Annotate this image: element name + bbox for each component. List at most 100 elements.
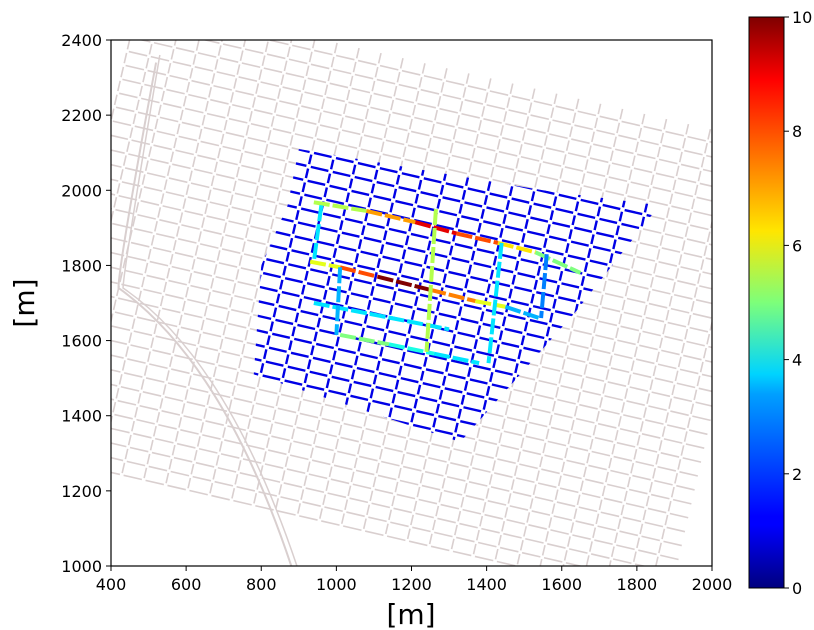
street-segment: [178, 21, 180, 31]
street-segment: [269, 321, 274, 332]
street-segment: [561, 461, 566, 473]
street-segment: [618, 211, 624, 222]
street-segment: [432, 519, 436, 531]
street-segment: [643, 304, 648, 316]
street-segment: [81, 439, 83, 449]
street-segment: [252, 416, 272, 423]
street-segment: [597, 103, 602, 115]
street-segment: [216, 352, 221, 364]
street-segment: [523, 423, 528, 435]
street-segment: [172, 163, 191, 170]
street-segment: [355, 47, 360, 59]
street-segment: [354, 355, 359, 366]
street-segment: [233, 499, 252, 506]
street-segment: [128, 332, 133, 343]
street-segment: [141, 174, 146, 185]
street-segment: [720, 278, 722, 288]
street-segment: [368, 94, 373, 106]
street-segment: [447, 373, 466, 380]
street-segment: [687, 314, 692, 326]
street-segment: [374, 488, 394, 495]
street-segment: [70, 289, 72, 299]
street-segment: [414, 193, 420, 204]
street-segment: [674, 370, 679, 382]
street-segment: [647, 507, 667, 514]
street-segment: [733, 223, 735, 233]
street-segment: [166, 88, 185, 95]
street-segment: [677, 459, 682, 470]
street-segment: [85, 425, 87, 435]
street-segment: [554, 310, 573, 317]
street-segment: [385, 139, 405, 146]
street-segment: [98, 369, 100, 379]
street-segment: [316, 317, 322, 328]
street-segment: [278, 304, 297, 312]
street-segment: [55, 372, 73, 376]
street-segment: [501, 239, 520, 246]
street-segment: [686, 238, 706, 245]
street-segment: [218, 441, 223, 452]
street-segment: [373, 194, 392, 202]
street-segment: [398, 185, 417, 193]
street-segment: [545, 428, 550, 440]
street-segment: [501, 418, 506, 430]
street-segment: [335, 438, 340, 450]
x-tick-label: 400: [96, 575, 127, 594]
street-segment: [424, 470, 444, 477]
street-segment: [674, 473, 679, 484]
street-segment: [294, 312, 300, 323]
street-segment: [375, 462, 380, 474]
street-segment: [495, 446, 500, 457]
street-segment: [545, 326, 551, 337]
street-segment: [649, 200, 668, 207]
street-segment: [672, 179, 677, 191]
street-segment: [561, 282, 580, 289]
street-segment: [144, 262, 149, 274]
street-segment: [231, 308, 250, 315]
street-segment: [508, 109, 528, 115]
street-segment: [525, 116, 530, 127]
street-segment: [321, 417, 341, 424]
street-segment: [467, 85, 487, 91]
street-segment: [410, 130, 430, 137]
street-segment: [536, 188, 555, 195]
street-segment: [159, 2, 161, 12]
street-segment: [388, 330, 407, 337]
street-segment: [671, 205, 690, 212]
street-segment: [167, 382, 187, 388]
street-segment: [567, 254, 586, 261]
street-segment: [416, 384, 422, 395]
street-segment: [368, 516, 387, 523]
street-segment: [345, 115, 364, 122]
street-segment: [538, 379, 558, 386]
y-tick-label: 1000: [61, 557, 102, 576]
street-segment: [392, 188, 398, 199]
street-segment: [489, 269, 495, 280]
street-segment: [148, 146, 153, 158]
street-segment: [555, 207, 574, 214]
street-segment: [146, 274, 166, 281]
street-segment: [261, 55, 266, 67]
street-segment: [605, 190, 625, 196]
street-segment: [143, 365, 148, 376]
street-segment: [624, 208, 643, 216]
street-segment: [658, 261, 678, 267]
street-segment: [217, 147, 222, 159]
street-segment: [479, 311, 485, 322]
street-segment: [58, 460, 76, 464]
street-segment: [452, 550, 472, 557]
street-segment: [567, 433, 572, 445]
street-segment: [439, 184, 445, 195]
street-segment: [295, 210, 300, 221]
street-segment: [677, 356, 682, 368]
street-segment: [247, 315, 252, 327]
street-segment: [366, 299, 372, 310]
street-segment: [201, 114, 206, 126]
street-segment: [688, 429, 708, 436]
street-segment: [622, 516, 642, 523]
street-segment: [138, 188, 143, 199]
street-segment: [352, 483, 372, 490]
street-segment: [331, 375, 350, 383]
street-segment: [80, 465, 98, 469]
street-segment: [470, 455, 474, 466]
